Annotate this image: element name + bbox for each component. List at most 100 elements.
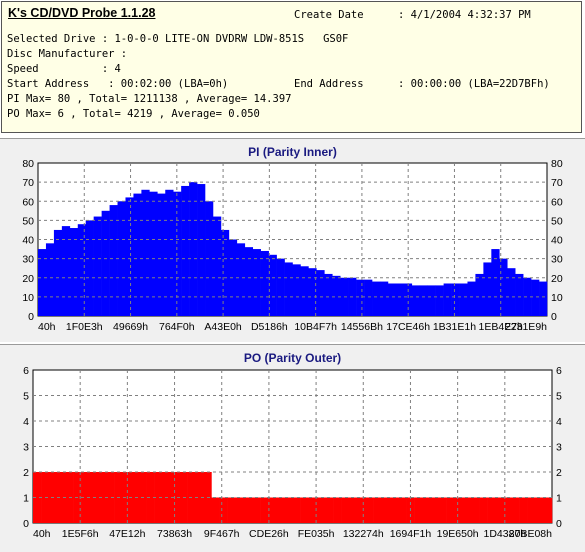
data-bar [45, 243, 55, 316]
selected-drive: Selected Drive : 1-0-0-0 LITE-ON DVDRW L… [7, 33, 349, 45]
data-bar [475, 273, 484, 316]
data-bar [459, 283, 468, 316]
speed: Speed : 4 [7, 63, 121, 75]
data-bar [173, 191, 182, 316]
y-tick-label: 5 [23, 391, 29, 403]
data-bar [491, 249, 500, 316]
x-tick-label: 10B4F7h [294, 321, 337, 333]
data-bar [189, 182, 198, 317]
y-tick-label: 70 [22, 177, 34, 189]
data-bar [252, 249, 261, 316]
y-tick-label: 4 [23, 416, 29, 428]
data-bar [276, 258, 285, 317]
data-bar [276, 497, 285, 523]
y-tick-label: 10 [22, 292, 34, 304]
x-tick-label: 132274h [343, 528, 384, 540]
data-bar [435, 285, 444, 316]
data-bar [243, 497, 253, 523]
y-tick-label: 30 [22, 254, 34, 266]
data-bar [38, 249, 47, 316]
y-tick-label-right: 40 [551, 235, 563, 247]
data-bar [227, 497, 237, 523]
x-tick-label: 19E650h [437, 528, 479, 540]
data-bar [154, 472, 164, 523]
y-tick-label-right: 0 [551, 311, 557, 323]
data-bar [543, 497, 553, 523]
data-bar [211, 497, 220, 523]
data-bar [487, 497, 496, 523]
data-bar [446, 497, 455, 523]
data-bar [157, 193, 166, 316]
data-bar [105, 472, 115, 523]
data-bar [535, 497, 545, 523]
x-tick-label: D5186h [251, 321, 288, 333]
x-tick-label: 2231E9h [505, 321, 547, 333]
data-bar [101, 210, 110, 316]
data-bar [146, 472, 155, 523]
y-tick-label: 0 [23, 518, 29, 530]
x-tick-label: 73863h [157, 528, 192, 540]
data-bar [316, 270, 325, 316]
y-tick-label: 6 [23, 365, 29, 377]
y-tick-label-right: 30 [551, 254, 563, 266]
data-bar [483, 262, 492, 316]
data-bar [387, 283, 397, 316]
data-bar [427, 285, 436, 316]
y-tick-label-right: 1 [556, 493, 562, 505]
y-tick-label: 60 [22, 196, 34, 208]
x-tick-label: 9F467h [204, 528, 240, 540]
data-bar [397, 497, 407, 523]
x-tick-label: 40h [33, 528, 51, 540]
data-bar [443, 283, 452, 316]
data-bar [292, 497, 301, 523]
y-tick-label-right: 80 [551, 158, 563, 170]
y-tick-label-right: 5 [556, 391, 562, 403]
data-bar [308, 268, 317, 316]
data-bar [419, 285, 428, 316]
y-tick-label-right: 6 [556, 365, 562, 377]
data-bar [422, 497, 431, 523]
data-bar [357, 497, 366, 523]
data-bar [130, 472, 139, 523]
data-bar [403, 283, 413, 316]
data-bar [260, 250, 269, 316]
y-tick-label: 80 [22, 158, 34, 170]
data-bar [324, 273, 333, 316]
data-bar [57, 472, 66, 523]
info-panel: K's CD/DVD Probe 1.1.28 Create Date : 4/… [1, 1, 582, 133]
y-tick-label: 20 [22, 273, 34, 285]
x-tick-label: 14556Bh [341, 321, 383, 333]
data-bar [284, 497, 293, 523]
data-bar [181, 185, 190, 316]
y-tick-label-right: 70 [551, 177, 563, 189]
y-tick-label: 3 [23, 442, 29, 454]
data-bar [470, 497, 480, 523]
y-tick-label: 0 [28, 311, 34, 323]
data-bar [438, 497, 447, 523]
data-bar [165, 189, 174, 316]
data-bar [141, 189, 150, 316]
data-bar [539, 281, 548, 316]
y-tick-label: 2 [23, 467, 29, 479]
data-bar [414, 497, 423, 523]
data-bar [395, 283, 405, 316]
data-bar [507, 268, 516, 316]
data-bar [389, 497, 399, 523]
data-bar [503, 497, 512, 523]
data-bar [499, 258, 508, 317]
data-bar [511, 497, 520, 523]
data-bar [117, 201, 126, 316]
data-bar [365, 497, 374, 523]
data-bar [244, 247, 254, 316]
data-bar [381, 497, 391, 523]
data-bar [122, 472, 131, 523]
x-tick-label: 1EB4E7h [479, 321, 524, 333]
data-bar [149, 191, 158, 316]
data-bar [495, 497, 504, 523]
data-bar [220, 229, 230, 316]
x-tick-label: FE035h [298, 528, 335, 540]
x-tick-label: 20BE08h [509, 528, 552, 540]
data-bar [260, 497, 269, 523]
data-bar [451, 283, 460, 316]
pi-chart-title: PI (Parity Inner) [248, 145, 337, 159]
